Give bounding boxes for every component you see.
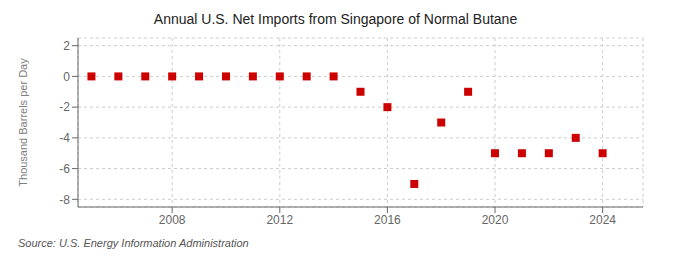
svg-text:2016: 2016: [374, 213, 401, 227]
html-text:Annual U.S. Net Imports from S: Annual U.S. Net Imports from Singapore o…: [153, 11, 518, 27]
svg-text:Thousand Barrels per Day: Thousand Barrels per Day: [17, 58, 29, 187]
svg-text:2: 2: [63, 39, 70, 53]
svg-text:-2: -2: [59, 100, 70, 114]
svg-text:2020: 2020: [482, 213, 509, 227]
svg-text:-8: -8: [59, 193, 70, 207]
svg-text:2012: 2012: [266, 213, 293, 227]
svg-text:0: 0: [63, 70, 70, 84]
svg-text:2024: 2024: [589, 213, 616, 227]
svg-text:-6: -6: [59, 162, 70, 176]
svg-text:2008: 2008: [159, 213, 186, 227]
svg-text:-4: -4: [59, 131, 70, 145]
html-text:Source: U.S. Energy Informatio: Source: U.S. Energy Information Administ…: [18, 237, 249, 249]
